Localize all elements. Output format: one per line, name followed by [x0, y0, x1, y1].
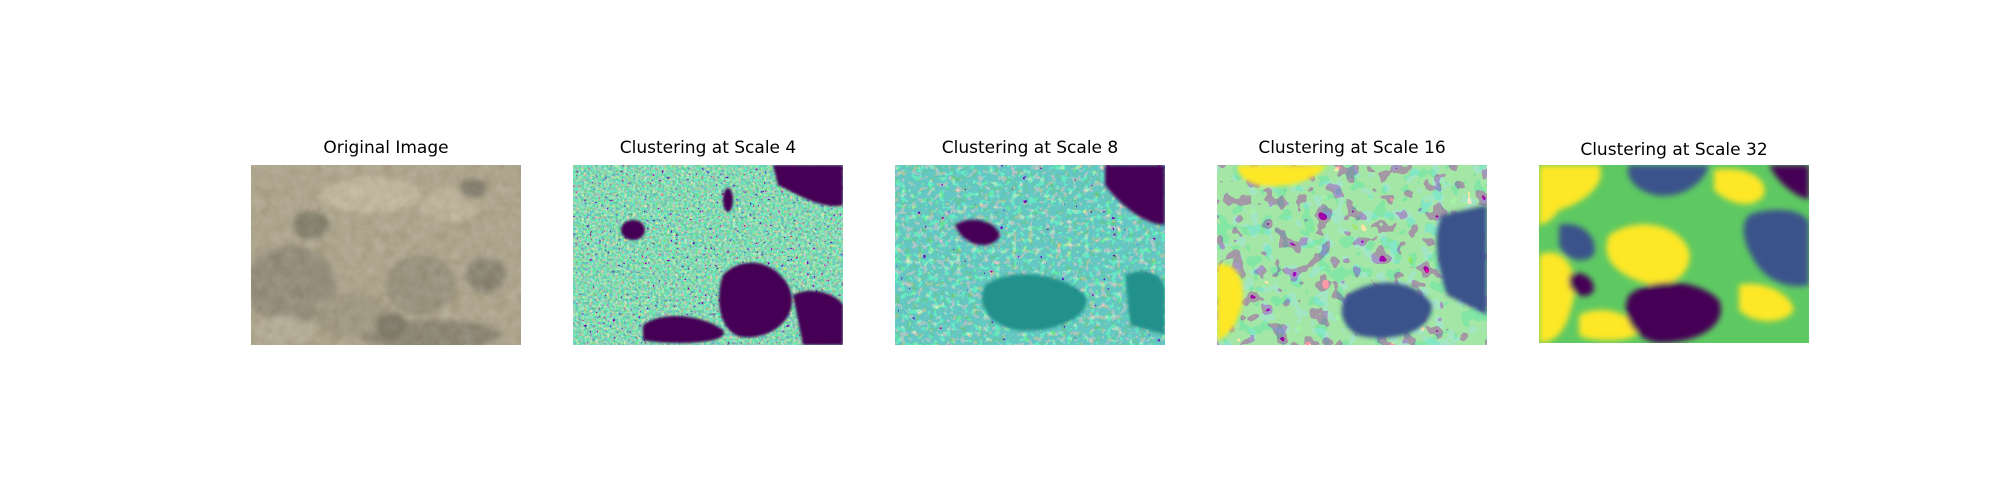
cluster-map-scale-8 [895, 165, 1165, 345]
panel-title: Clustering at Scale 8 [895, 138, 1165, 158]
cluster-map-scale-32 [1539, 165, 1809, 343]
original-image [251, 165, 521, 345]
panel-title: Original Image [251, 138, 521, 158]
cluster-map-scale-4 [573, 165, 843, 345]
panel-title: Clustering at Scale 4 [573, 138, 843, 158]
panel-title: Clustering at Scale 16 [1217, 138, 1487, 158]
panel-title: Clustering at Scale 32 [1539, 140, 1809, 160]
cluster-map-scale-16 [1217, 165, 1487, 345]
